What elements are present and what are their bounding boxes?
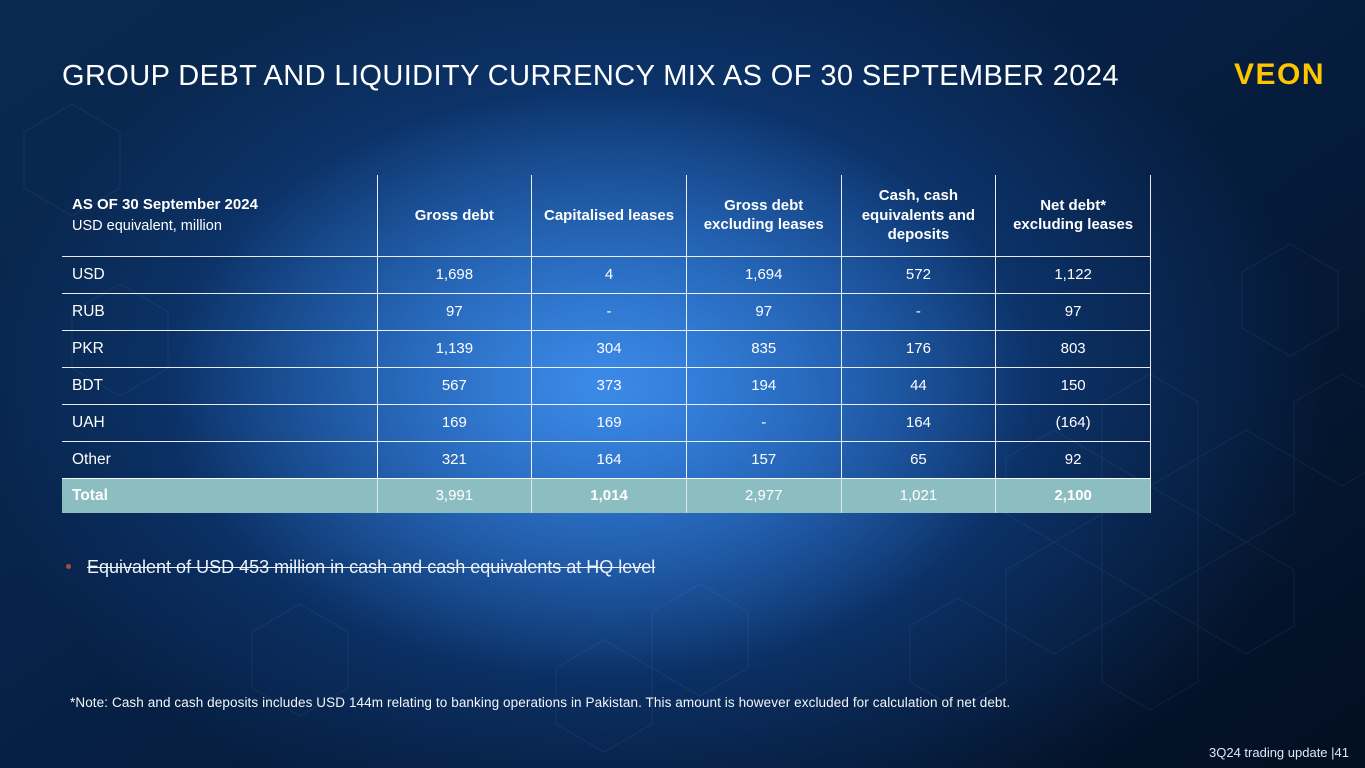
cell: 176 — [841, 330, 997, 368]
table-title: AS OF 30 September 2024 — [72, 196, 258, 214]
cell: - — [531, 293, 687, 331]
cell: 4 — [531, 256, 687, 294]
total-label: Total — [62, 478, 378, 513]
cell: 321 — [377, 441, 533, 479]
header-label-cell: AS OF 30 September 2024 USD equivalent, … — [62, 175, 378, 257]
cell: 194 — [686, 367, 842, 405]
cell: - — [686, 404, 842, 442]
cell: 304 — [531, 330, 687, 368]
table-row-rub: RUB 97 - 97 - 97 — [62, 293, 1151, 331]
title-band: GROUP DEBT AND LIQUIDITY CURRENCY MIX AS… — [62, 58, 1325, 93]
cell: 567 — [377, 367, 533, 405]
cell: 572 — [841, 256, 997, 294]
cell: 835 — [686, 330, 842, 368]
total-cell: 3,991 — [377, 478, 533, 513]
cell: 1,139 — [377, 330, 533, 368]
col-header-cash-equivalents: Cash, cash equivalents and deposits — [841, 175, 997, 257]
total-cell: 1,014 — [531, 478, 687, 513]
row-label: RUB — [62, 293, 378, 331]
veon-logo: VEON — [1233, 58, 1325, 91]
cell: 157 — [686, 441, 842, 479]
total-cell: 2,977 — [686, 478, 842, 513]
bullet-icon — [66, 564, 71, 569]
cell: 150 — [995, 367, 1151, 405]
col-header-capitalised-leases: Capitalised leases — [531, 175, 687, 257]
row-label: USD — [62, 256, 378, 294]
cell: 92 — [995, 441, 1151, 479]
row-label: BDT — [62, 367, 378, 405]
cell: 169 — [531, 404, 687, 442]
table-subtitle: USD equivalent, million — [72, 217, 222, 234]
cell: - — [841, 293, 997, 331]
hq-cash-bullet: Equivalent of USD 453 million in cash an… — [66, 557, 655, 578]
header-row: AS OF 30 September 2024 USD equivalent, … — [62, 175, 1151, 257]
cell: 65 — [841, 441, 997, 479]
cell: 44 — [841, 367, 997, 405]
table-row-bdt: BDT 567 373 194 44 150 — [62, 367, 1151, 405]
row-label: UAH — [62, 404, 378, 442]
footnote: *Note: Cash and cash deposits includes U… — [70, 695, 1011, 710]
row-label: PKR — [62, 330, 378, 368]
col-header-gross-debt: Gross debt — [377, 175, 533, 257]
table-header: AS OF 30 September 2024 USD equivalent, … — [62, 175, 1151, 257]
cell: 169 — [377, 404, 533, 442]
cell: 97 — [686, 293, 842, 331]
cell: 164 — [531, 441, 687, 479]
cell: 97 — [377, 293, 533, 331]
total-cell: 2,100 — [995, 478, 1151, 513]
page-footer: 3Q24 trading update |41 — [1209, 745, 1349, 760]
table-row-pkr: PKR 1,139 304 835 176 803 — [62, 330, 1151, 368]
col-header-net-debt-excl-leases: Net debt* excluding leases — [995, 175, 1151, 257]
total-row: Total 3,991 1,014 2,977 1,021 2,100 — [62, 478, 1151, 513]
cell: 803 — [995, 330, 1151, 368]
page-title: GROUP DEBT AND LIQUIDITY CURRENCY MIX AS… — [62, 60, 1119, 92]
table-row-other: Other 321 164 157 65 92 — [62, 441, 1151, 479]
col-header-gross-debt-excl-leases: Gross debt excluding leases — [686, 175, 842, 257]
debt-liquidity-table: AS OF 30 September 2024 USD equivalent, … — [62, 175, 1151, 513]
cell: 164 — [841, 404, 997, 442]
cell: 1,698 — [377, 256, 533, 294]
cell: 373 — [531, 367, 687, 405]
table-row-uah: UAH 169 169 - 164 (164) — [62, 404, 1151, 442]
table-row-usd: USD 1,698 4 1,694 572 1,122 — [62, 256, 1151, 294]
cell: 1,122 — [995, 256, 1151, 294]
row-label: Other — [62, 441, 378, 479]
cell: 1,694 — [686, 256, 842, 294]
total-cell: 1,021 — [841, 478, 997, 513]
hq-cash-bullet-text: Equivalent of USD 453 million in cash an… — [87, 557, 656, 577]
cell: (164) — [995, 404, 1151, 442]
cell: 97 — [995, 293, 1151, 331]
